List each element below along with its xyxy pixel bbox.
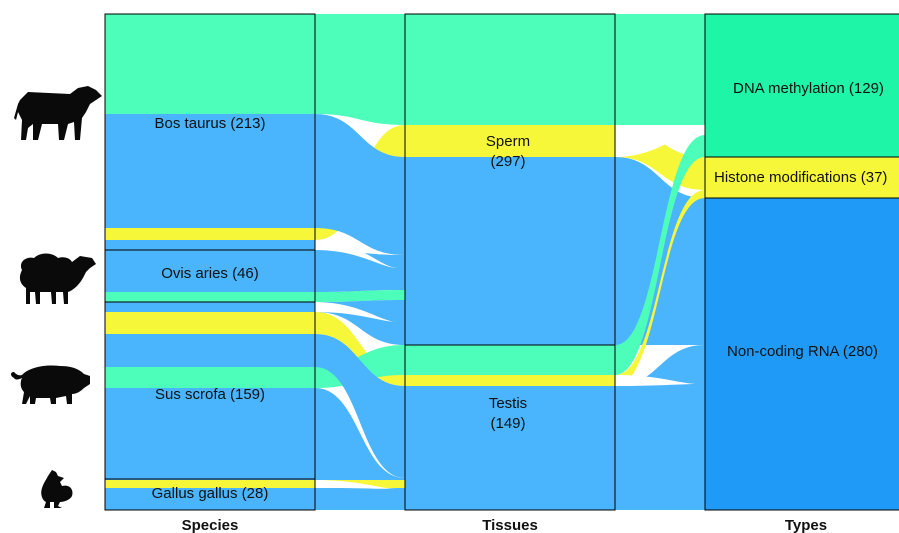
link-flare xyxy=(315,302,398,322)
link-testis-ncrna xyxy=(615,345,705,510)
node-bos-methyl-band xyxy=(105,14,315,114)
node-gallus-histone-band xyxy=(105,480,315,488)
node-non-coding-rna[interactable] xyxy=(704,197,899,511)
label-ovis-aries: Ovis aries (46) xyxy=(161,265,259,282)
cow-icon xyxy=(14,86,102,140)
node-dna-methylation-fill xyxy=(705,14,899,157)
link-sus-ncrna-testis-b xyxy=(315,388,405,480)
label-histone-modifications: Histone modifications (37) xyxy=(714,169,887,186)
column-title-species: Species xyxy=(182,517,239,533)
label-dna-methylation: DNA methylation (129) xyxy=(733,80,884,97)
link-flare xyxy=(315,240,398,268)
link-sus-ncrna-testis xyxy=(315,334,405,478)
node-testis[interactable] xyxy=(404,344,616,511)
link-bos-methylation xyxy=(315,14,405,125)
node-testis-histone-band xyxy=(405,375,615,386)
node-sus-methyl-band xyxy=(105,367,315,388)
node-sperm-methyl-band xyxy=(405,14,615,125)
node-ncrna-fill xyxy=(705,198,899,510)
link-gallus-ncrna xyxy=(315,488,405,510)
label-testis-line2: (149) xyxy=(490,415,525,432)
link-flare xyxy=(615,125,700,157)
link-sperm-methylation xyxy=(615,14,705,125)
species-column: Bos taurus (213) Ovis aries (46) Sus scr… xyxy=(104,13,316,511)
label-testis-line1: Testis xyxy=(489,395,527,412)
link-sus-histone xyxy=(315,312,405,386)
chicken-icon xyxy=(41,470,73,508)
link-ovis-sperm xyxy=(315,250,405,292)
label-sperm-line1: Sperm xyxy=(486,133,530,150)
node-testis-methyl-band xyxy=(405,345,615,375)
sankey-links xyxy=(315,14,705,510)
column-title-tissues: Tissues xyxy=(482,517,538,533)
tissues-column: Sperm (297) Testis (149) xyxy=(404,13,616,511)
link-bos-ncrna-sperm xyxy=(315,114,405,255)
label-non-coding-rna: Non-coding RNA (280) xyxy=(727,343,878,360)
node-sperm-histone-band xyxy=(405,125,615,157)
node-ovis-methyl-band xyxy=(105,292,315,302)
node-histone-fill xyxy=(705,157,899,198)
node-sus-histone-band xyxy=(105,312,315,334)
link-ovis-methyl xyxy=(315,290,405,302)
link-testis-histone xyxy=(615,190,705,386)
link-flare xyxy=(615,375,698,386)
pig-icon xyxy=(11,365,90,404)
label-gallus-gallus: Gallus gallus (28) xyxy=(152,485,269,502)
link-testis-methyl xyxy=(615,135,705,375)
label-sperm-line2: (297) xyxy=(490,153,525,170)
label-sus-scrofa: Sus scrofa (159) xyxy=(155,386,265,403)
column-title-types: Types xyxy=(785,517,827,533)
label-bos-taurus: Bos taurus (213) xyxy=(155,115,266,132)
link-flare xyxy=(315,480,398,489)
node-bos-histone-band xyxy=(105,228,315,240)
node-gallus-gallus[interactable] xyxy=(104,478,316,511)
types-column: DNA methylation (129) Histone modificati… xyxy=(704,13,899,511)
sheep-icon xyxy=(19,253,97,304)
